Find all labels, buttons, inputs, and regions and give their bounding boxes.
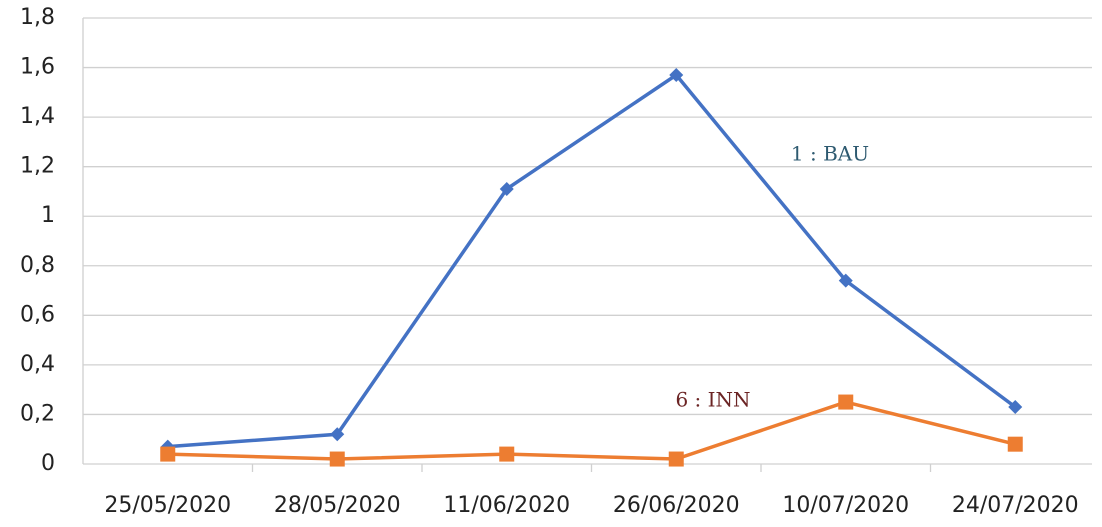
point bbox=[838, 394, 854, 410]
x-tick-label: 28/05/2020 bbox=[274, 493, 401, 518]
y-tick-label: 1,6 bbox=[20, 55, 55, 80]
y-tick-label: 0,8 bbox=[20, 253, 55, 278]
y-tick-label: 1,2 bbox=[20, 154, 55, 179]
y-tick-label: 1,4 bbox=[20, 104, 55, 129]
x-tick-label: 26/06/2020 bbox=[613, 493, 740, 518]
y-tick-label: 0,4 bbox=[20, 352, 55, 377]
y-tick-label: 0,2 bbox=[20, 401, 55, 426]
x-tick-label: 24/07/2020 bbox=[952, 493, 1079, 518]
series-line bbox=[167, 400, 1016, 461]
series-label: 1 : BAU bbox=[791, 142, 869, 166]
point bbox=[330, 427, 345, 442]
point bbox=[499, 446, 515, 462]
y-tick-label: 0 bbox=[41, 451, 55, 476]
x-tick-label: 25/05/2020 bbox=[104, 493, 231, 518]
point bbox=[499, 181, 514, 196]
x-tick-label: 10/07/2020 bbox=[782, 493, 909, 518]
series-label: 6 : INN bbox=[675, 388, 750, 412]
series-line bbox=[167, 72, 1017, 449]
y-tick-label: 1,8 bbox=[20, 5, 55, 30]
point bbox=[160, 446, 176, 462]
point bbox=[669, 67, 684, 82]
point bbox=[668, 451, 684, 467]
point bbox=[329, 451, 345, 467]
y-tick-label: 1 bbox=[41, 203, 55, 228]
point bbox=[1007, 436, 1023, 452]
point bbox=[1008, 400, 1023, 415]
point bbox=[838, 273, 853, 288]
x-tick-label: 11/06/2020 bbox=[443, 493, 570, 518]
y-tick-label: 0,6 bbox=[20, 302, 55, 327]
